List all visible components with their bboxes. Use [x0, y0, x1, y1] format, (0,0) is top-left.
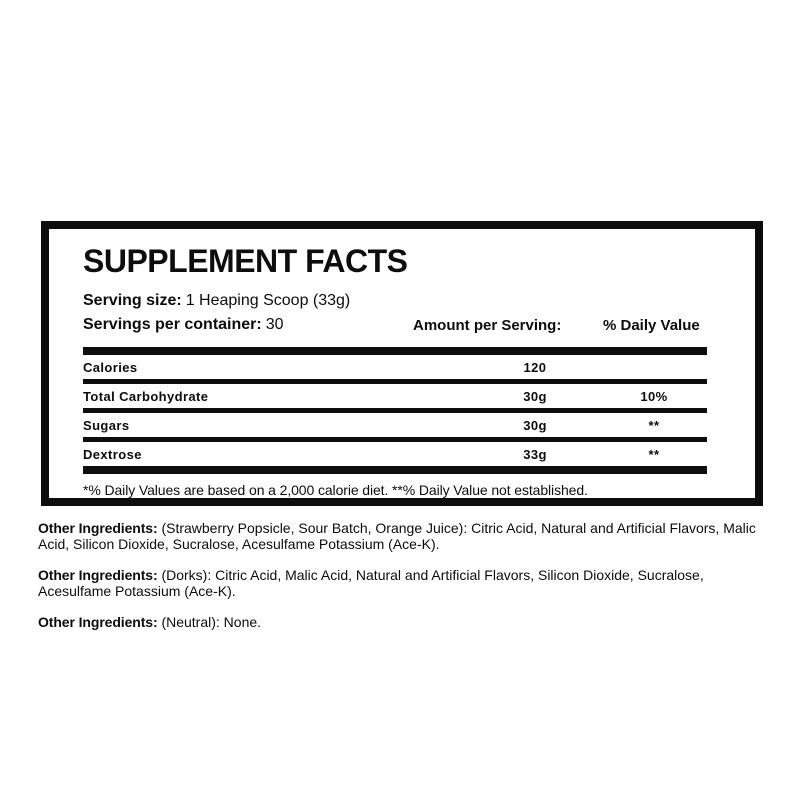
- other-ingredients-text: (Strawberry Popsicle, Sour Batch, Orange…: [38, 520, 756, 552]
- table-row-calories: Calories 120: [83, 355, 707, 379]
- row-name: Sugars: [83, 417, 130, 433]
- servings-per-container-label: Servings per container:: [83, 316, 262, 333]
- other-ingredients-paragraph-dorks: Other Ingredients: (Dorks): Citric Acid,…: [38, 567, 770, 599]
- other-ingredients-paragraph-flavors: Other Ingredients: (Strawberry Popsicle,…: [38, 520, 770, 552]
- supplement-facts-panel: SUPPLEMENT FACTS Serving size: 1 Heaping …: [41, 221, 763, 506]
- amount-per-serving-header: Amount per Serving:: [413, 317, 562, 334]
- row-divider: [83, 408, 707, 413]
- panel-title: SUPPLEMENT FACTS: [83, 243, 408, 279]
- other-ingredients-label: Other Ingredients:: [38, 614, 158, 630]
- daily-value-footnote: *% Daily Values are based on a 2,000 cal…: [83, 482, 588, 498]
- row-amount: 120: [523, 359, 547, 375]
- other-ingredients-text: (Neutral): None.: [161, 614, 262, 630]
- table-row-dextrose: Dextrose 33g **: [83, 442, 707, 466]
- row-daily-value: 10%: [640, 388, 668, 404]
- row-amount: 30g: [523, 417, 547, 433]
- table-top-bar: [83, 347, 707, 355]
- other-ingredients-label: Other Ingredients:: [38, 567, 158, 583]
- row-daily-value: **: [648, 446, 660, 462]
- table-bottom-bar: [83, 466, 707, 474]
- serving-size-label: Serving size:: [83, 292, 182, 309]
- row-amount: 30g: [523, 388, 547, 404]
- table-row-total-carbohydrate: Total Carbohydrate 30g 10%: [83, 384, 707, 408]
- row-daily-value: **: [648, 417, 660, 433]
- daily-value-header: % Daily Value: [603, 317, 700, 334]
- row-divider: [83, 379, 707, 384]
- servings-per-container-value: 30: [265, 316, 284, 333]
- other-ingredients-text: (Dorks): Citric Acid, Malic Acid, Natura…: [38, 567, 704, 599]
- row-name: Total Carbohydrate: [83, 388, 209, 404]
- table-header-row: Servings per container: 30 Amount per Ser…: [83, 315, 707, 335]
- serving-size-value: 1 Heaping Scoop (33g): [185, 292, 351, 309]
- other-ingredients-section: Other Ingredients: (Strawberry Popsicle,…: [38, 520, 770, 645]
- serving-size-line: Serving size: 1 Heaping Scoop (33g): [83, 291, 707, 311]
- other-ingredients-label: Other Ingredients:: [38, 520, 158, 536]
- other-ingredients-paragraph-neutral: Other Ingredients: (Neutral): None.: [38, 614, 770, 630]
- row-name: Dextrose: [83, 446, 142, 462]
- row-name: Calories: [83, 359, 138, 375]
- row-amount: 33g: [523, 446, 547, 462]
- table-row-sugars: Sugars 30g **: [83, 413, 707, 437]
- row-divider: [83, 437, 707, 442]
